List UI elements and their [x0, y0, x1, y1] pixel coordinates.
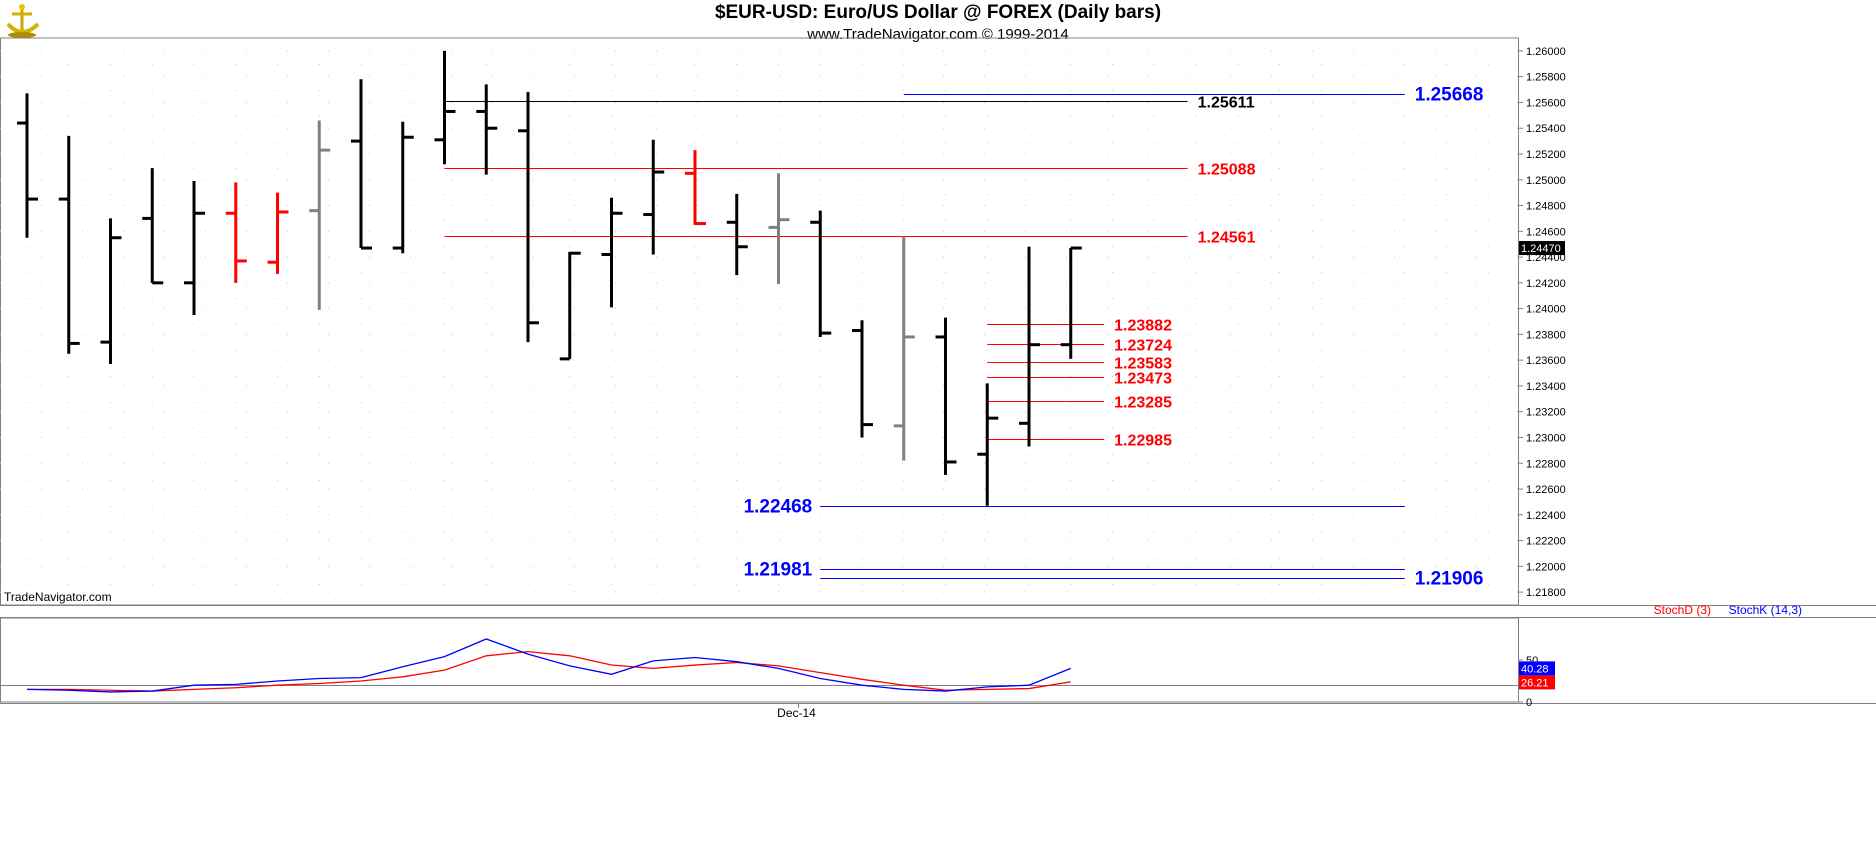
- legend-stochk: StochK (14,3): [1729, 603, 1802, 617]
- stochd-value-label: 26.21: [1521, 677, 1549, 689]
- level-label: 1.23285: [1114, 395, 1172, 412]
- y-tick-label: 1.23600: [1526, 355, 1566, 367]
- y-tick-label: 1.22600: [1526, 484, 1566, 496]
- level-label: 1.25668: [1415, 85, 1484, 106]
- stochk-value-tag: [1519, 661, 1555, 676]
- y-tick-label: 1.24800: [1526, 201, 1566, 213]
- stochd-value-tag: [1519, 675, 1555, 690]
- level-label: 1.25088: [1198, 162, 1256, 179]
- stochk-line: [26, 638, 1071, 693]
- legend-stochd: StochD (3): [1654, 603, 1711, 617]
- level-label: 1.23473: [1114, 371, 1172, 388]
- y-tick-label: 1.24200: [1526, 278, 1566, 290]
- y-tick-label: 1.25200: [1526, 149, 1566, 161]
- level-label: 1.24561: [1198, 230, 1256, 247]
- level-label: 1.22468: [744, 497, 813, 518]
- y-tick-label: 1.23400: [1526, 381, 1566, 393]
- stochk-value-label: 40.28: [1521, 663, 1549, 675]
- y-tick-label: 1.25600: [1526, 97, 1566, 109]
- watermark-text: TradeNavigator.com: [4, 590, 112, 604]
- chart-title: $EUR-USD: Euro/US Dollar @ FOREX (Daily …: [714, 2, 1162, 23]
- x-tick-label: Dec-14: [777, 706, 816, 720]
- tradenavigator-logo-icon: [4, 2, 44, 42]
- y-tick-label: 1.25000: [1526, 175, 1566, 187]
- y-tick-label: 1.23200: [1526, 407, 1566, 419]
- level-label: 1.23724: [1114, 338, 1172, 355]
- level-label: 1.23882: [1114, 318, 1172, 335]
- level-label: 1.23583: [1114, 356, 1172, 373]
- y-tick-label: 1.22400: [1526, 510, 1566, 522]
- y-tick-label: 1.25400: [1526, 123, 1566, 135]
- y-tick-label: 0: [1526, 697, 1532, 709]
- y-tick-label: 1.24400: [1526, 252, 1566, 264]
- y-tick-label: 1.22200: [1526, 536, 1566, 548]
- last-price-tag: [1519, 241, 1565, 256]
- y-tick-label: 1.24600: [1526, 226, 1566, 238]
- y-tick-label: 1.21800: [1526, 587, 1566, 599]
- level-label: 1.21981: [744, 560, 813, 581]
- y-tick-label: 1.22800: [1526, 458, 1566, 470]
- y-tick-label: 1.22000: [1526, 561, 1566, 573]
- y-tick-label: 1.23000: [1526, 432, 1566, 444]
- y-tick-label: 1.24000: [1526, 304, 1566, 316]
- y-tick-label: 1.23800: [1526, 329, 1566, 341]
- level-label: 1.21906: [1415, 569, 1484, 590]
- price-panel-frame: [0, 37, 1519, 606]
- y-tick-label: 1.25800: [1526, 72, 1566, 84]
- level-label: 1.22985: [1114, 433, 1172, 450]
- stochastic-panel-frame: [0, 617, 1519, 703]
- level-label: 1.25611: [1198, 95, 1255, 112]
- last-price-label: 1.24470: [1521, 243, 1561, 255]
- stochd-line: [27, 650, 1071, 692]
- chart-subtitle: www.TradeNavigator.com © 1999-2014: [807, 26, 1069, 43]
- y-tick-label: 1.26000: [1526, 46, 1566, 58]
